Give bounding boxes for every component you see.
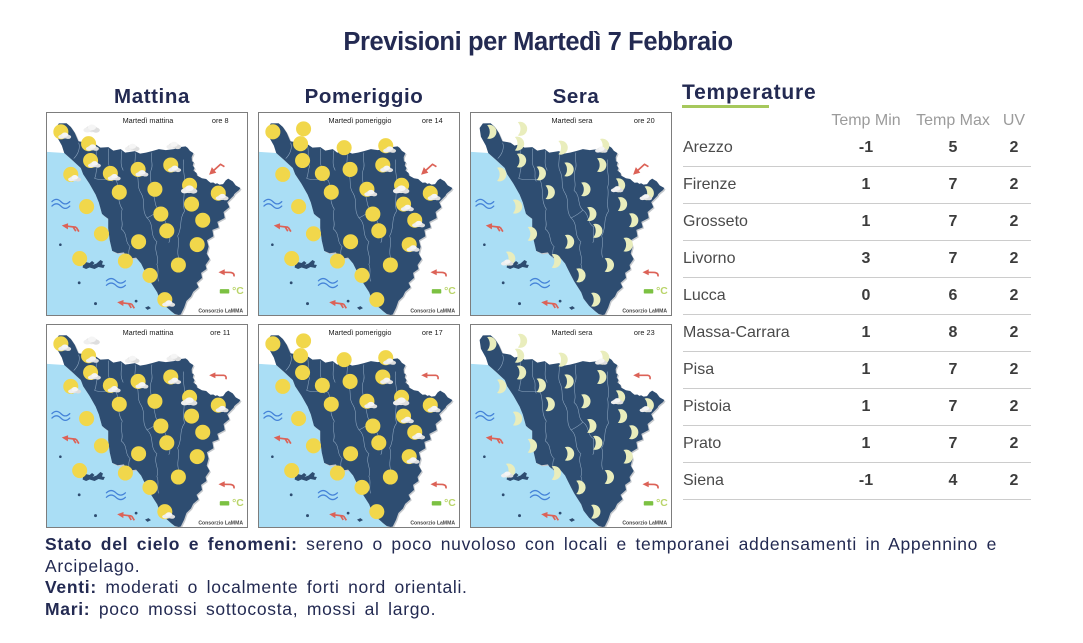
svg-text:ore 11: ore 11 [210,328,230,337]
svg-text:Martedì pomeriggio: Martedì pomeriggio [328,328,391,337]
svg-text:ore 20: ore 20 [634,116,655,125]
svg-text:ore 17: ore 17 [422,328,443,337]
svg-text:ore 8: ore 8 [212,116,229,125]
svg-text:ore 14: ore 14 [422,116,443,125]
svg-text:Martedì pomeriggio: Martedì pomeriggio [328,116,391,125]
svg-text:Martedì sera: Martedì sera [551,116,593,125]
svg-text:Martedì mattina: Martedì mattina [123,116,175,125]
svg-text:Martedì mattina: Martedì mattina [123,328,175,337]
svg-text:Martedì sera: Martedì sera [551,328,593,337]
svg-text:ore 23: ore 23 [634,328,655,337]
